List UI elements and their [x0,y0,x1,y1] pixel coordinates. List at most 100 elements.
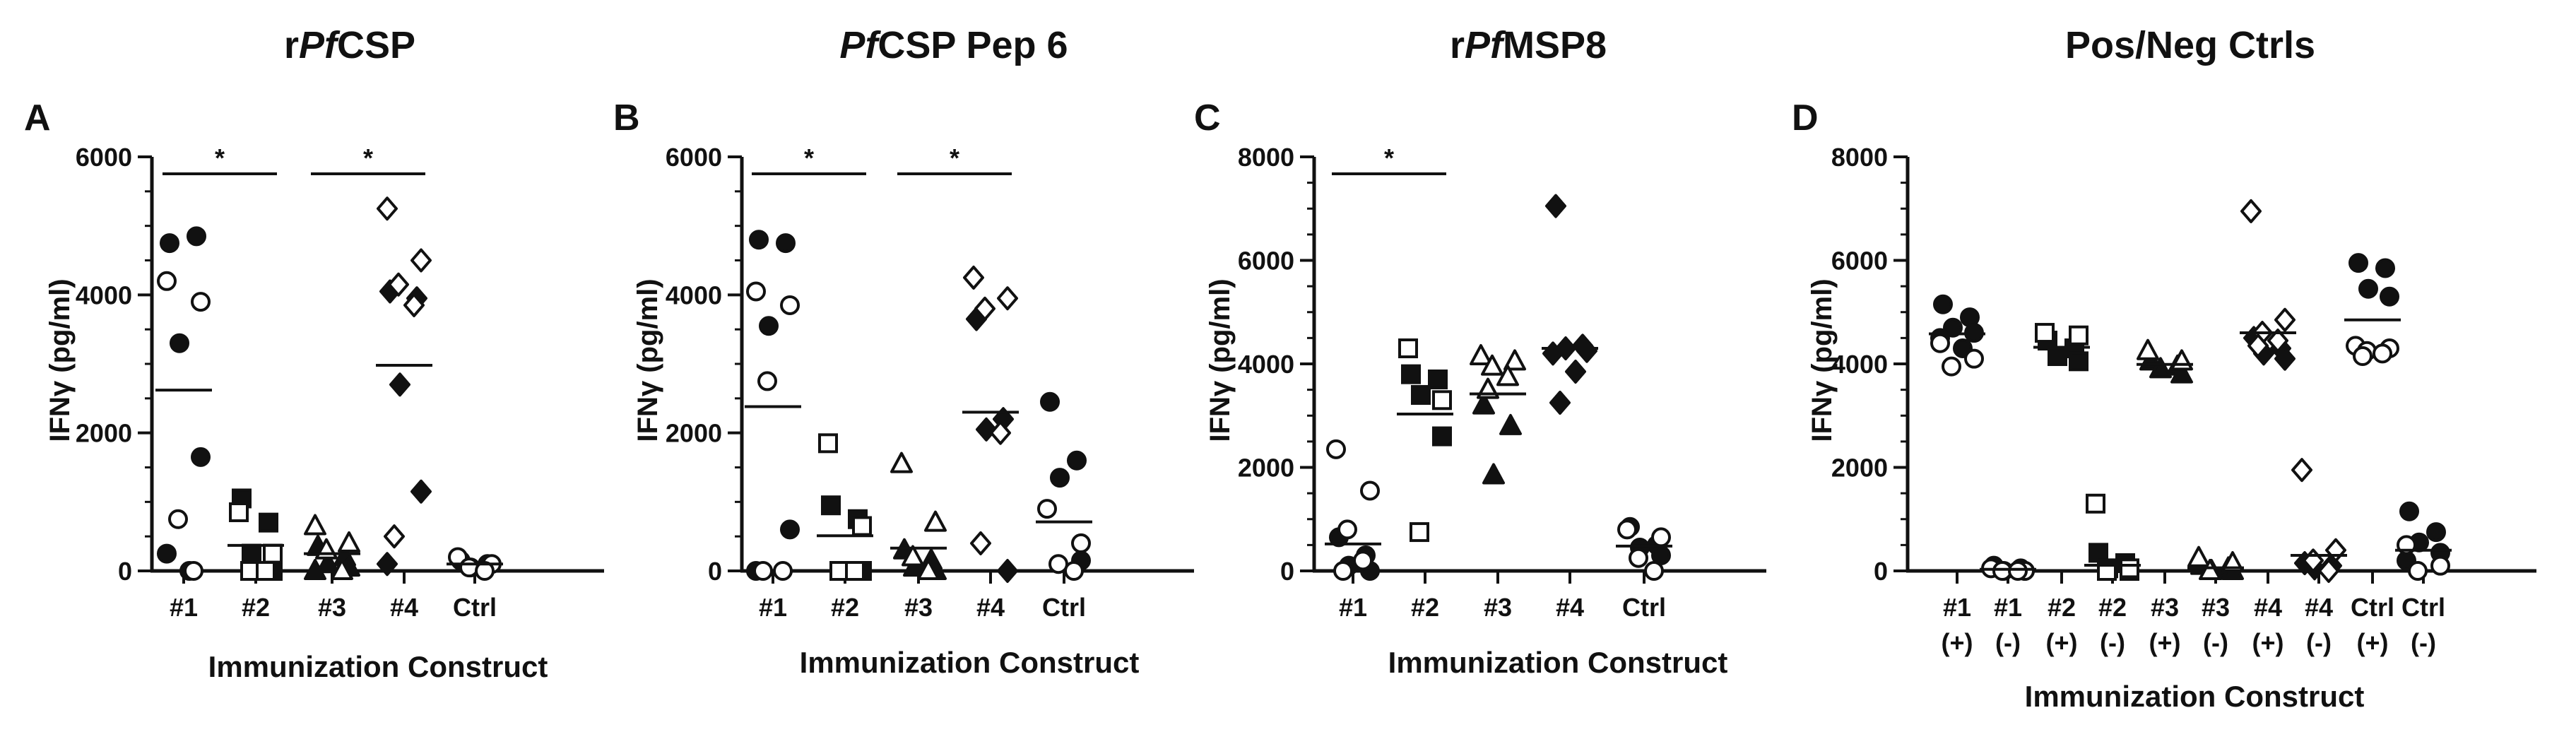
point-open-triangle [902,545,924,567]
point-filled-circle [759,316,779,336]
point-filled-square [821,495,841,516]
x-axis-label: Immunization Construct [2025,680,2365,713]
panel-a: rPfCSP A IFNγ (pg/ml) Immunization Const… [24,24,604,683]
point-open-square [1398,338,1418,359]
point-filled-diamond [1549,390,1571,415]
data-points: * * [155,143,503,581]
x-tick-label: #3 [2151,593,2179,622]
point-open-triangle [917,559,940,580]
panel-letter: A [24,98,51,138]
point-open-triangle [1470,344,1492,366]
x-tick-label: (-) [2306,628,2332,657]
title-part: CSP Pep 6 [878,24,1068,66]
point-open-circle [1360,480,1380,501]
point-open-circle [1930,333,1950,353]
point-open-triangle [1481,354,1503,376]
y-tick-label: 4000 [1238,350,1294,379]
point-open-triangle [2187,545,2210,567]
point-open-circle [1942,356,1961,377]
point-open-diamond [974,296,995,321]
point-filled-diamond [1545,194,1566,218]
point-open-circle [2008,561,2028,581]
point-open-circle [2430,555,2450,576]
point-open-circle [157,271,177,291]
point-filled-circle [1050,468,1070,488]
x-tick-label: #4 [1556,593,1584,622]
point-filled-diamond [410,479,432,504]
y-tick-label: 2000 [76,419,132,448]
point-filled-circle [2399,501,2419,521]
point-open-circle [1617,519,1637,540]
point-open-triangle [890,451,913,473]
point-open-circle [1326,439,1346,459]
y-tick-label: 6000 [666,143,722,172]
point-open-diamond [2291,458,2312,483]
x-tick-label: (+) [1942,628,1973,657]
point-filled-circle [2375,258,2395,278]
y-tick-label: 4000 [666,281,722,309]
point-open-circle [757,371,777,391]
point-filled-circle [1943,317,1963,338]
x-tick-label: Ctrl [2401,593,2445,622]
point-open-triangle [1503,349,1526,371]
point-filled-circle [776,233,796,254]
point-filled-circle [187,226,206,247]
point-open-circle [1644,561,1664,581]
point-open-square [818,433,838,454]
point-filled-circle [1067,450,1087,471]
point-filled-circle [2426,522,2446,543]
x-tick-label: #3 [904,593,933,622]
point-open-circle [1037,499,1057,519]
y-axis-label: IFNγ (pg/ml) [45,278,76,442]
panel-c: rPfMSP8 C IFNγ (pg/ml) Immunization Cons… [1194,24,1766,679]
point-open-circle [1337,519,1357,540]
point-filled-circle [749,230,769,250]
point-open-square [845,561,865,581]
point-open-diamond [963,265,984,290]
point-open-diamond [2267,329,2288,353]
point-filled-triangle [1499,413,1522,435]
data-points [1929,199,2452,583]
point-open-triangle [2199,559,2221,580]
point-filled-square [2048,346,2067,367]
point-open-circle [1964,348,1984,369]
title-part: r [284,24,299,66]
y-axis-label: IFNγ (pg/ml) [1807,278,1838,442]
point-open-circle [1629,548,1648,568]
point-open-triangle [331,559,353,580]
point-filled-circle [1933,294,1953,314]
point-open-circle [459,557,479,578]
point-open-square [229,502,249,522]
x-tick-label: #1 [1994,593,2022,622]
x-tick-label: #2 [2048,593,2076,622]
x-tick-label: Ctrl [2351,593,2394,622]
x-axis-label: Immunization Construct [800,646,1140,679]
data-points: * [1325,143,1672,581]
point-open-diamond [384,524,405,549]
point-open-circle [1064,561,1084,581]
axes: 0 2000 4000 6000 8000 #1 #2 #3 #4 Ctrl [1238,143,1766,622]
point-open-diamond [990,420,1011,445]
point-open-circle [191,292,211,312]
point-open-circle [168,509,188,529]
point-filled-square [1428,369,1448,389]
x-tick-label: #3 [1484,593,1512,622]
point-open-diamond [970,531,991,555]
point-filled-square [242,543,261,564]
panel-title: PfCSP Pep 6 [839,24,1068,66]
title-part: Pf [299,24,341,66]
axes: 0 2000 4000 6000 #1 #2 #3 #4 Ctrl [76,143,604,622]
y-tick-label: 0 [708,557,722,586]
x-tick-label: (-) [2203,628,2228,657]
significance-star: * [950,143,959,172]
point-filled-square [1432,426,1452,447]
point-open-diamond [997,286,1018,311]
point-open-diamond [410,248,432,273]
y-tick-label: 6000 [1831,247,1888,276]
point-filled-circle [160,233,179,254]
point-open-diamond [2274,307,2296,332]
point-open-circle [773,561,793,581]
y-tick-label: 6000 [76,143,132,172]
x-tick-label: #4 [2254,593,2282,622]
